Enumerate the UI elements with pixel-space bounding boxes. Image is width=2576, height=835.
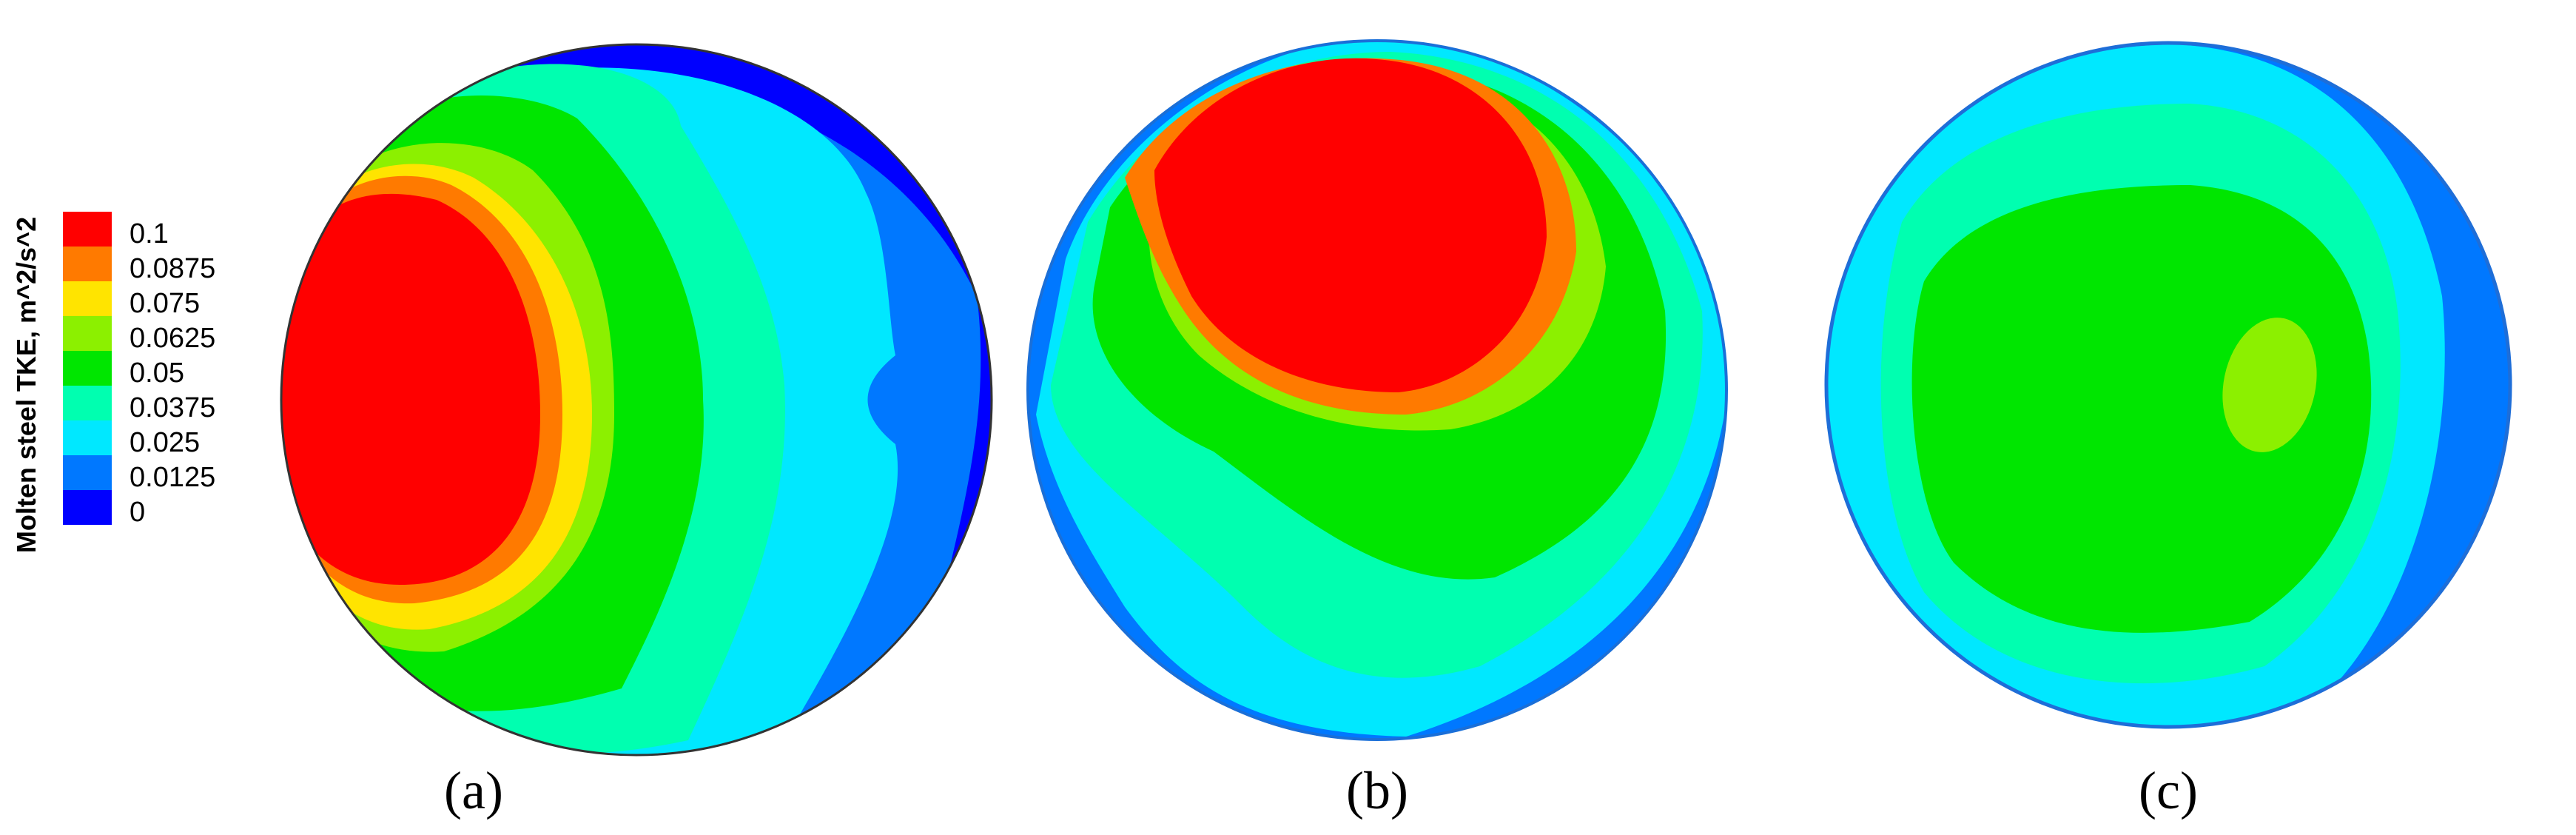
legend-label: 0.025 bbox=[130, 427, 200, 458]
contour-panel-a bbox=[280, 43, 993, 757]
legend-swatch bbox=[63, 351, 112, 386]
caption-c: (c) bbox=[2139, 761, 2198, 820]
legend-label: 0.0125 bbox=[130, 462, 215, 493]
legend-label: 0.0875 bbox=[130, 253, 215, 284]
legend-swatch bbox=[63, 212, 112, 247]
legend-label: 0.0375 bbox=[130, 392, 215, 423]
contour-panel-c bbox=[1824, 41, 2512, 729]
legend-swatch bbox=[63, 316, 112, 351]
contour-panel-b bbox=[1026, 39, 1728, 741]
legend-label: 0.05 bbox=[130, 358, 184, 389]
legend-swatch bbox=[63, 490, 112, 525]
legend-swatch bbox=[63, 386, 112, 420]
legend-swatch bbox=[63, 247, 112, 281]
legend-label: 0 bbox=[130, 497, 145, 528]
legend-swatch bbox=[63, 281, 112, 316]
legend-label: 0.1 bbox=[130, 218, 169, 249]
caption-b: (b) bbox=[1346, 761, 1408, 820]
caption-a: (a) bbox=[444, 761, 503, 820]
legend-title: Molten steel TKE, m^2/s^2 bbox=[11, 217, 41, 553]
legend-label: 0.0625 bbox=[130, 323, 215, 354]
legend-swatch bbox=[63, 455, 112, 490]
legend-label: 0.075 bbox=[130, 288, 200, 319]
legend-swatch bbox=[63, 420, 112, 455]
color-legend: Molten steel TKE, m^2/s^2 0.1 0.0875 0.075… bbox=[11, 212, 215, 553]
